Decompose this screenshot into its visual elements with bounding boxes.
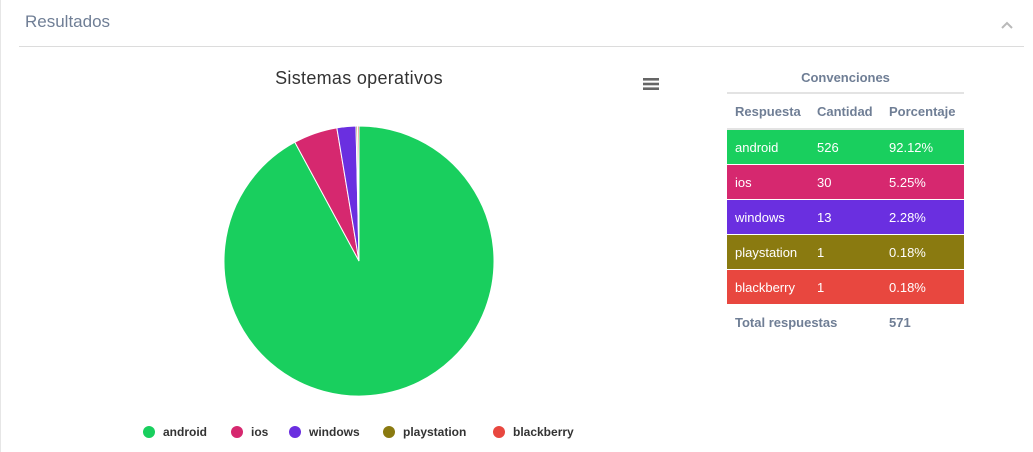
legend-label: ios [251, 425, 269, 439]
table-row: windows 13 2.28% [727, 199, 964, 235]
header-respuesta: Respuesta [727, 92, 809, 130]
row-count: 1 [809, 234, 881, 270]
row-percentage: 0.18% [881, 269, 964, 305]
row-count: 526 [809, 129, 881, 165]
row-label: android [727, 129, 809, 165]
legend-dot-icon [383, 426, 395, 438]
conventions-table: Convenciones Respuesta Cantidad Porcenta… [727, 66, 964, 339]
legend-label: windows [309, 425, 360, 439]
total-value: 571 [889, 314, 911, 330]
legend-dot-icon [493, 426, 505, 438]
hamburger-menu-icon[interactable] [642, 76, 660, 92]
legend-dot-icon [231, 426, 243, 438]
row-count: 1 [809, 269, 881, 305]
chevron-up-icon[interactable] [1000, 18, 1014, 32]
total-row: Total respuestas 571 [727, 305, 964, 340]
row-percentage: 0.18% [881, 234, 964, 270]
panel-title: Resultados [25, 12, 111, 31]
row-label: ios [727, 164, 809, 200]
table-row: playstation 1 0.18% [727, 234, 964, 270]
table-row: blackberry 1 0.18% [727, 269, 964, 305]
table-row: android 526 92.12% [727, 129, 964, 165]
table-header-row: Respuesta Cantidad Porcentaje [727, 92, 964, 130]
table-row: ios 30 5.25% [727, 164, 964, 200]
table-caption: Convenciones [801, 70, 890, 85]
total-label: Total respuestas [735, 314, 838, 330]
legend-label: blackberry [513, 425, 574, 439]
row-label: windows [727, 199, 809, 235]
row-percentage: 2.28% [881, 199, 964, 235]
chart-legend: android ios windows playstation blackberry [101, 424, 621, 442]
legend-label: android [163, 425, 207, 439]
pie-chart: Sistemas operativos android ios windows pla… [101, 56, 661, 452]
pie-chart-svg [223, 125, 495, 397]
legend-dot-icon [143, 426, 155, 438]
panel-header: Resultados [19, 0, 1024, 47]
header-porcentaje: Porcentaje [881, 92, 964, 130]
legend-dot-icon [289, 426, 301, 438]
pie-slice-blackberry[interactable] [357, 125, 360, 262]
row-label: blackberry [727, 269, 809, 305]
legend-label: playstation [403, 425, 467, 439]
row-count: 30 [809, 164, 881, 200]
row-percentage: 92.12% [881, 129, 964, 165]
row-count: 13 [809, 199, 881, 235]
row-label: playstation [727, 234, 809, 270]
row-percentage: 5.25% [881, 164, 964, 200]
chart-title: Sistemas operativos [275, 68, 443, 88]
header-cantidad: Cantidad [809, 92, 881, 130]
